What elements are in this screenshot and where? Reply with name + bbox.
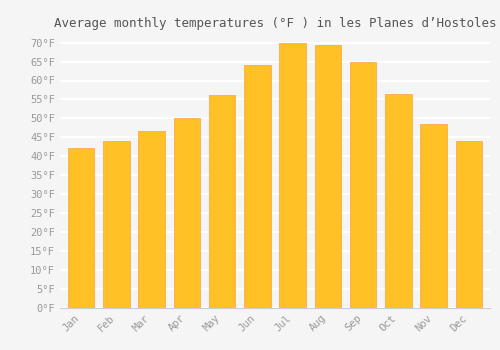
Bar <box>244 65 270 308</box>
Bar <box>103 141 130 308</box>
Bar <box>138 131 165 308</box>
Bar <box>174 118 200 308</box>
Bar <box>314 45 341 308</box>
Bar <box>350 62 376 308</box>
Title: Average monthly temperatures (°F ) in les Planes d’Hostoles: Average monthly temperatures (°F ) in le… <box>54 17 496 30</box>
Bar <box>385 94 411 308</box>
Bar <box>209 95 236 308</box>
Bar <box>420 124 447 308</box>
Bar <box>280 43 306 308</box>
Bar <box>456 141 482 308</box>
Bar <box>68 148 94 308</box>
